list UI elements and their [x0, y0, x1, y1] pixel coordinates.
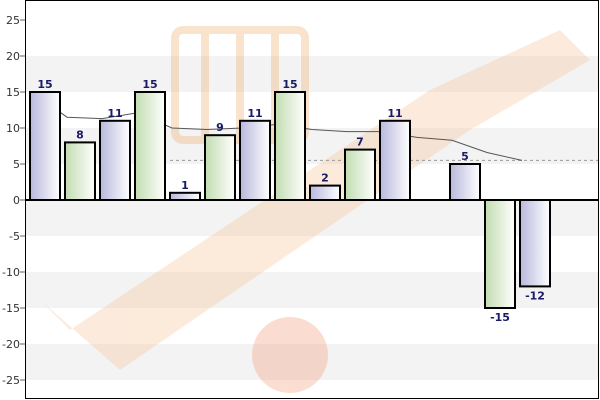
- y-tick-label: 25: [6, 14, 20, 27]
- bar-value-label: 15: [37, 78, 52, 91]
- bar: [274, 91, 306, 201]
- bar: [64, 141, 96, 201]
- bar-value-label: 9: [216, 121, 224, 134]
- y-tick-label: 20: [6, 50, 20, 63]
- bar: [134, 91, 166, 201]
- bar-value-label: 7: [356, 136, 364, 149]
- bar-value-label: 11: [247, 107, 262, 120]
- y-tick-label: -25: [2, 374, 20, 387]
- bar: [99, 119, 131, 201]
- bar: [169, 191, 201, 202]
- bar-value-label: -12: [525, 289, 545, 302]
- bar-series: [29, 91, 551, 309]
- y-tick-label: -10: [2, 266, 20, 279]
- bar: [344, 148, 376, 202]
- y-axis: 25 20 15 10 5 0 -5 -10 -15 -20 -25: [2, 14, 26, 387]
- y-tick-label: 5: [13, 158, 20, 171]
- bar: [204, 134, 236, 201]
- bar-value-label: 15: [142, 78, 157, 91]
- bar-value-label: -15: [490, 311, 510, 324]
- y-tick-label: -5: [9, 230, 20, 243]
- y-tick-label: 10: [6, 122, 20, 135]
- bar-value-label: 8: [76, 128, 84, 141]
- y-tick-label: -15: [2, 302, 20, 315]
- bar: [309, 184, 341, 202]
- bar: [449, 163, 481, 201]
- bar-value-label: 2: [321, 172, 329, 185]
- bar: [239, 119, 271, 201]
- y-tick-label: 15: [6, 86, 20, 99]
- plot-frame: [25, 0, 599, 399]
- bar: [519, 199, 551, 288]
- bar: [29, 91, 61, 201]
- y-tick-label: -20: [2, 338, 20, 351]
- bar-value-label: 11: [107, 107, 122, 120]
- bar-value-label: 11: [387, 107, 402, 120]
- bar-value-label: 1: [181, 179, 189, 192]
- grid-band: [26, 56, 598, 92]
- bar: [379, 119, 411, 201]
- bar: [484, 199, 516, 309]
- bar-value-label: 5: [461, 150, 469, 163]
- bar-value-label: 15: [282, 78, 297, 91]
- y-tick-label: 0: [13, 194, 20, 207]
- grid-band: [26, 344, 598, 380]
